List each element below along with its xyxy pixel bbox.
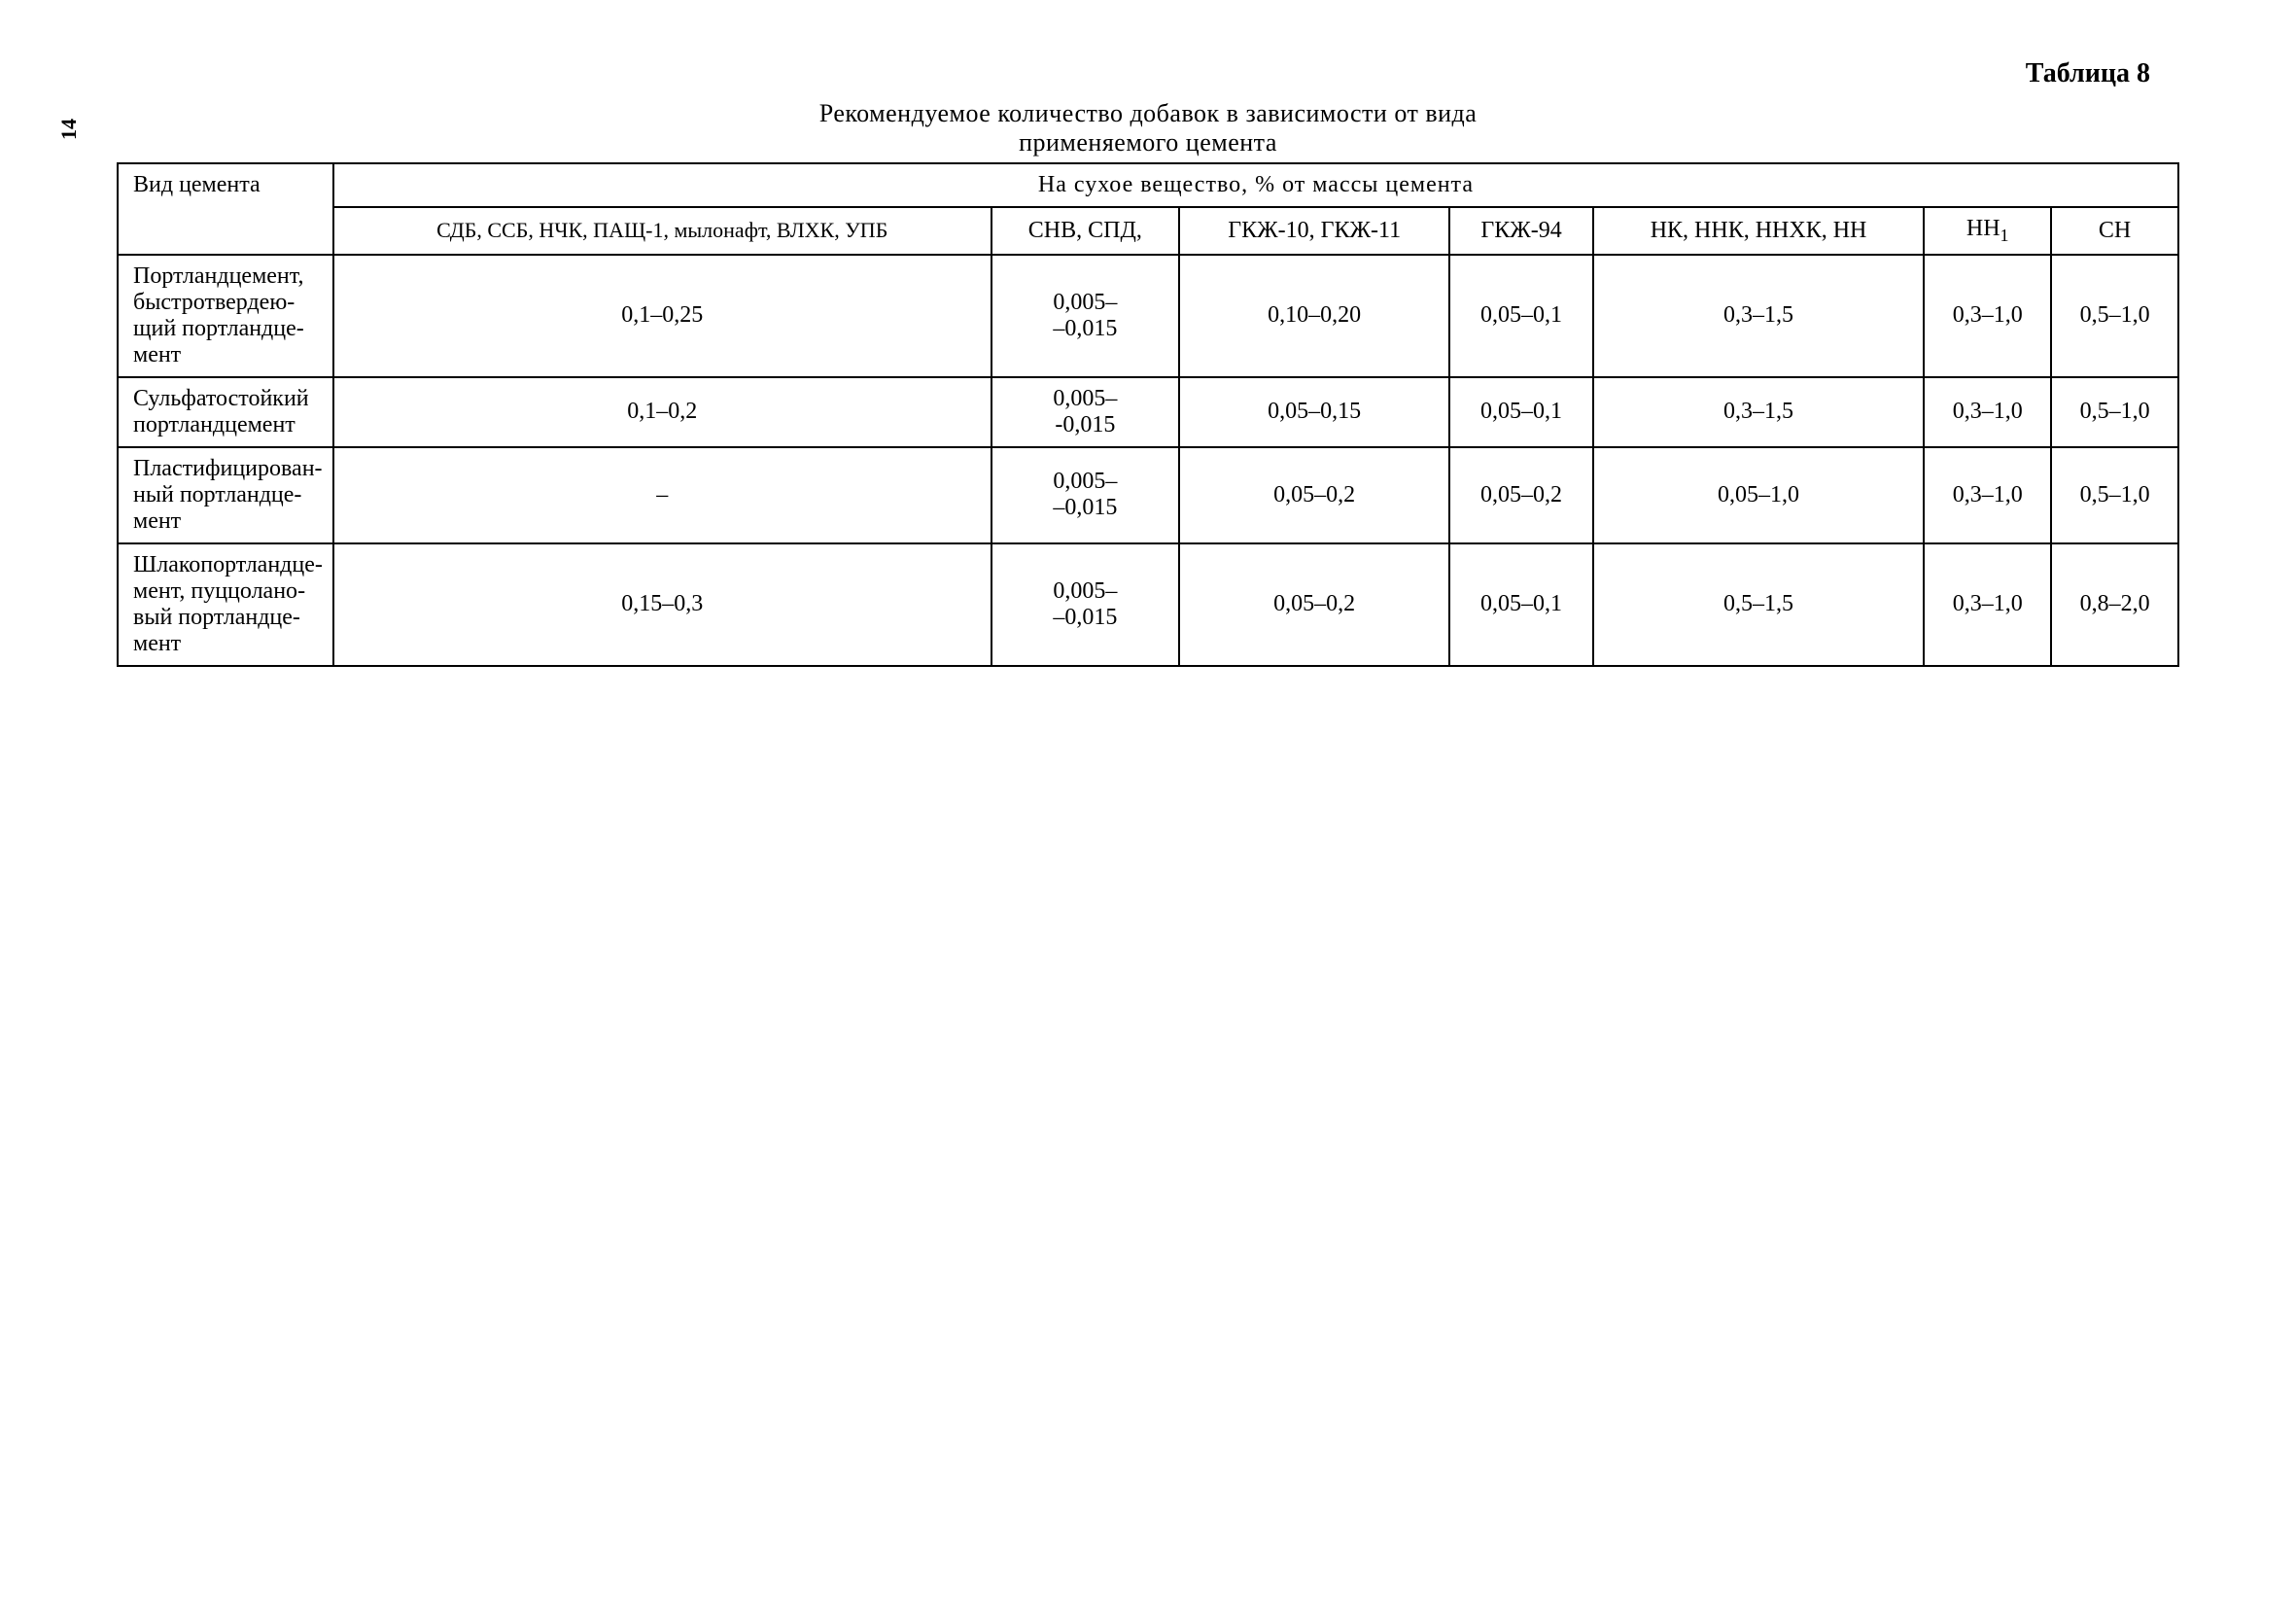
column-header-cement-type: Вид цемента: [118, 163, 333, 255]
table-caption-line2: применяемого цемента: [117, 128, 2179, 157]
column-header-c5: НК, ННК, ННХК, НН: [1593, 207, 1925, 255]
row-label: Портландцемент, быстротвердею­щий портла…: [118, 255, 333, 377]
cell-c7: 0,5–1,0: [2051, 377, 2178, 447]
cell-c6: 0,3–1,0: [1924, 255, 2051, 377]
table-row: Портландцемент, быстротвердею­щий портла…: [118, 255, 2178, 377]
table-label: Таблица 8: [117, 58, 2179, 89]
column-header-c6-sub: 1: [2000, 226, 2009, 245]
cell-c2: 0,005– –0,015: [991, 543, 1180, 666]
column-header-c7: СН: [2051, 207, 2178, 255]
cell-c5: 0,05–1,0: [1593, 447, 1925, 543]
cell-c7: 0,8–2,0: [2051, 543, 2178, 666]
table-row: Шлакопортландце­мент, пуццолано­вый порт…: [118, 543, 2178, 666]
cell-c4: 0,05–0,1: [1449, 377, 1593, 447]
cell-c3: 0,10–0,20: [1179, 255, 1449, 377]
table-row: Сульфатостойкий портландцемент 0,1–0,2 0…: [118, 377, 2178, 447]
column-header-c4: ГКЖ-94: [1449, 207, 1593, 255]
table-caption-line1: Рекомендуемое количество добавок в завис…: [117, 99, 2179, 128]
cell-c1: 0,1–0,25: [333, 255, 991, 377]
cell-c1: –: [333, 447, 991, 543]
table-body: Портландцемент, быстротвердею­щий портла…: [118, 255, 2178, 666]
column-header-c3: ГКЖ-10, ГКЖ-11: [1179, 207, 1449, 255]
cell-c4: 0,05–0,1: [1449, 255, 1593, 377]
additives-table: Вид цемента На сухое вещество, % от масс…: [117, 162, 2179, 667]
cell-c7: 0,5–1,0: [2051, 447, 2178, 543]
table-row: Пластифицирован­ный портландце­мент – 0,…: [118, 447, 2178, 543]
cell-c3: 0,05–0,2: [1179, 543, 1449, 666]
cell-c3: 0,05–0,2: [1179, 447, 1449, 543]
column-super-header: На сухое вещество, % от массы цемента: [333, 163, 2178, 207]
row-label: Пластифицирован­ный портландце­мент: [118, 447, 333, 543]
cell-c5: 0,3–1,5: [1593, 377, 1925, 447]
column-header-c1: СДБ, ССБ, НЧК, ПАЩ-1, мылонафт, ВЛХК, УП…: [333, 207, 991, 255]
cell-c6: 0,3–1,0: [1924, 377, 2051, 447]
cell-c2: 0,005– –0,015: [991, 447, 1180, 543]
cell-c7: 0,5–1,0: [2051, 255, 2178, 377]
cell-c3: 0,05–0,15: [1179, 377, 1449, 447]
column-header-c2: СНВ, СПД,: [991, 207, 1180, 255]
cell-c6: 0,3–1,0: [1924, 543, 2051, 666]
cell-c5: 0,5–1,5: [1593, 543, 1925, 666]
row-label: Сульфатостойкий портландцемент: [118, 377, 333, 447]
column-header-c6: НН1: [1924, 207, 2051, 255]
cell-c2: 0,005– –0,015: [991, 255, 1180, 377]
cell-c1: 0,1–0,2: [333, 377, 991, 447]
page-number: 14: [56, 119, 82, 140]
cell-c4: 0,05–0,1: [1449, 543, 1593, 666]
column-header-c6-prefix: НН: [1966, 216, 2000, 241]
cell-c1: 0,15–0,3: [333, 543, 991, 666]
cell-c5: 0,3–1,5: [1593, 255, 1925, 377]
cell-c2: 0,005– -0,015: [991, 377, 1180, 447]
cell-c4: 0,05–0,2: [1449, 447, 1593, 543]
row-label: Шлакопортландце­мент, пуццолано­вый порт…: [118, 543, 333, 666]
cell-c6: 0,3–1,0: [1924, 447, 2051, 543]
